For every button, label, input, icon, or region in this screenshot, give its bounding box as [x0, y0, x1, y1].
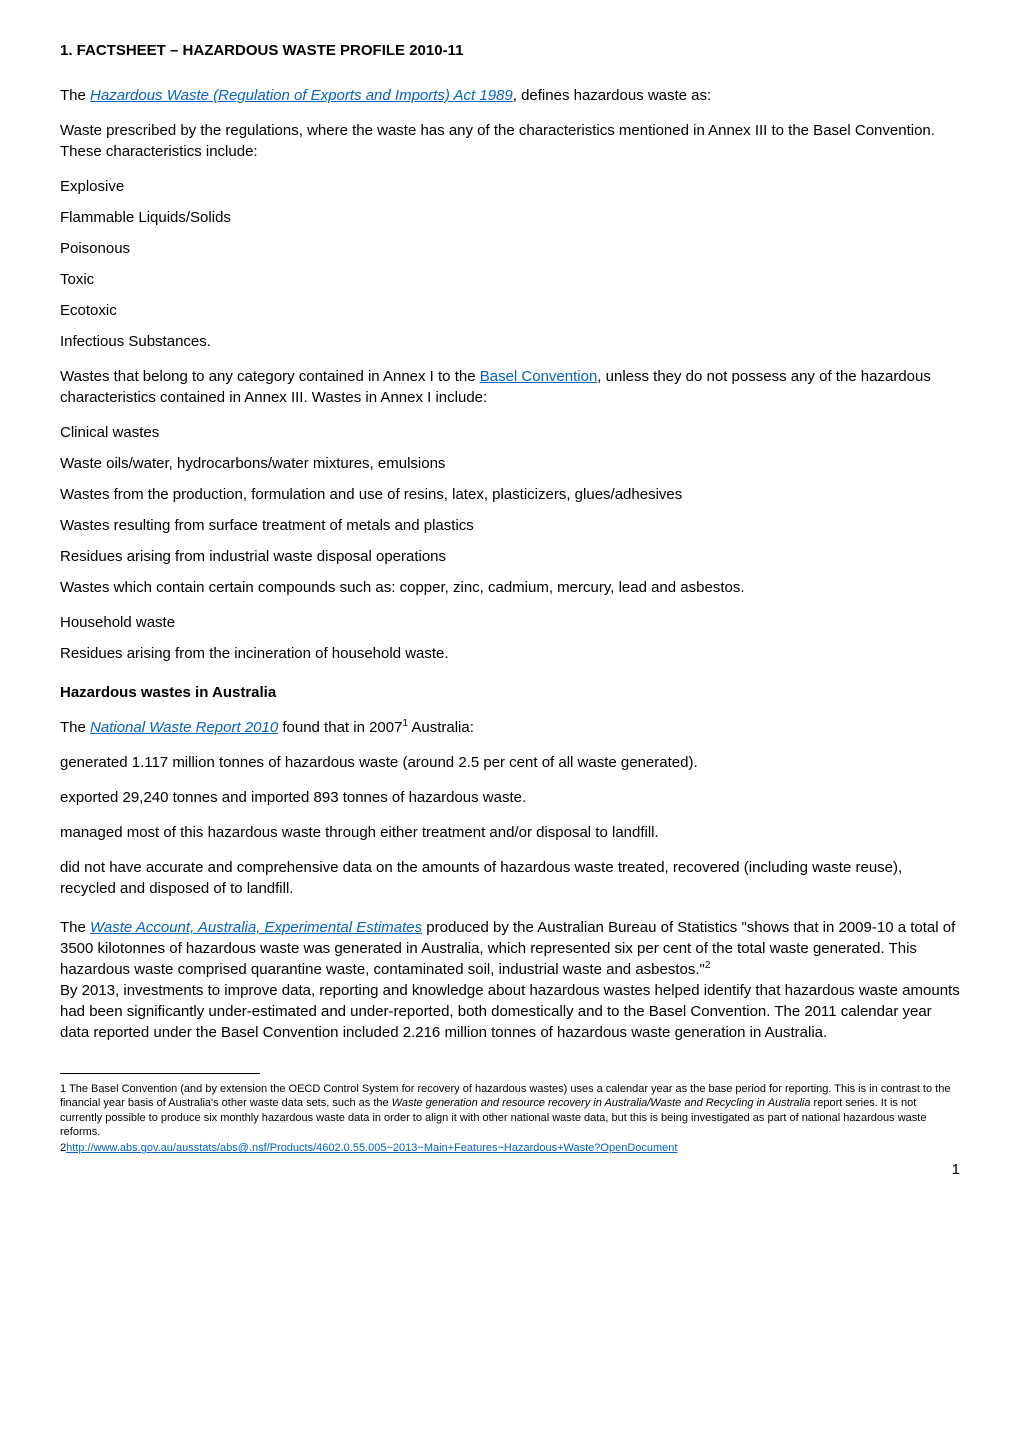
nwr-middle: found that in 2007 — [278, 719, 402, 736]
characteristic-item: Flammable Liquids/Solids — [60, 207, 960, 228]
annex1-item: Residues arising from industrial waste d… — [60, 546, 960, 567]
abs-continuation: By 2013, investments to improve data, re… — [60, 982, 960, 1041]
characteristic-item: Explosive — [60, 176, 960, 197]
annex1-item: Wastes resulting from surface treatment … — [60, 515, 960, 536]
characteristic-item: Infectious Substances. — [60, 331, 960, 352]
finding-item: managed most of this hazardous waste thr… — [60, 822, 960, 843]
annex1-item: Clinical wastes — [60, 422, 960, 443]
characteristic-item: Ecotoxic — [60, 300, 960, 321]
annex1-item: Waste oils/water, hydrocarbons/water mix… — [60, 453, 960, 474]
annex1-item: Household waste — [60, 612, 960, 633]
nwr-link[interactable]: National Waste Report 2010 — [90, 719, 278, 736]
footnote-2-link[interactable]: http://www.abs.gov.au/ausstats/abs@.nsf/… — [66, 1142, 677, 1154]
footnote-ref-2: 2 — [705, 960, 711, 971]
page-number: 1 — [60, 1159, 960, 1180]
finding-item: did not have accurate and comprehensive … — [60, 857, 960, 899]
finding-item: generated 1.117 million tonnes of hazard… — [60, 752, 960, 773]
nwr-prefix: The — [60, 719, 90, 736]
basel-convention-link[interactable]: Basel Convention — [480, 368, 598, 385]
footnote-1: 1 The Basel Convention (and by extension… — [60, 1082, 960, 1139]
characteristic-item: Poisonous — [60, 238, 960, 259]
nwr-paragraph: The National Waste Report 2010 found tha… — [60, 717, 960, 738]
document-header: 1. FACTSHEET – HAZARDOUS WASTE PROFILE 2… — [60, 40, 960, 61]
annex1-intro: Wastes that belong to any category conta… — [60, 366, 960, 408]
characteristic-item: Toxic — [60, 269, 960, 290]
intro-prefix: The — [60, 87, 90, 104]
section-heading: Hazardous wastes in Australia — [60, 682, 960, 703]
annex1-item: Residues arising from the incineration o… — [60, 643, 960, 664]
annex1-item: Wastes which contain certain compounds s… — [60, 577, 960, 598]
finding-item: exported 29,240 tonnes and imported 893 … — [60, 787, 960, 808]
footnote-2: 2http://www.abs.gov.au/ausstats/abs@.nsf… — [60, 1141, 960, 1155]
abs-prefix: The — [60, 919, 90, 936]
nwr-suffix: Australia: — [408, 719, 474, 736]
intro-suffix: , defines hazardous waste as: — [513, 87, 711, 104]
footnote-divider — [60, 1073, 260, 1074]
annex1-prefix: Wastes that belong to any category conta… — [60, 368, 480, 385]
intro-paragraph: The Hazardous Waste (Regulation of Expor… — [60, 85, 960, 106]
abs-link[interactable]: Waste Account, Australia, Experimental E… — [90, 919, 422, 936]
act-link[interactable]: Hazardous Waste (Regulation of Exports a… — [90, 87, 513, 104]
characteristics-intro: Waste prescribed by the regulations, whe… — [60, 120, 960, 162]
abs-paragraph: The Waste Account, Australia, Experiment… — [60, 917, 960, 1043]
annex1-item: Wastes from the production, formulation … — [60, 484, 960, 505]
footnote-1-italic: Waste generation and resource recovery i… — [392, 1097, 811, 1109]
